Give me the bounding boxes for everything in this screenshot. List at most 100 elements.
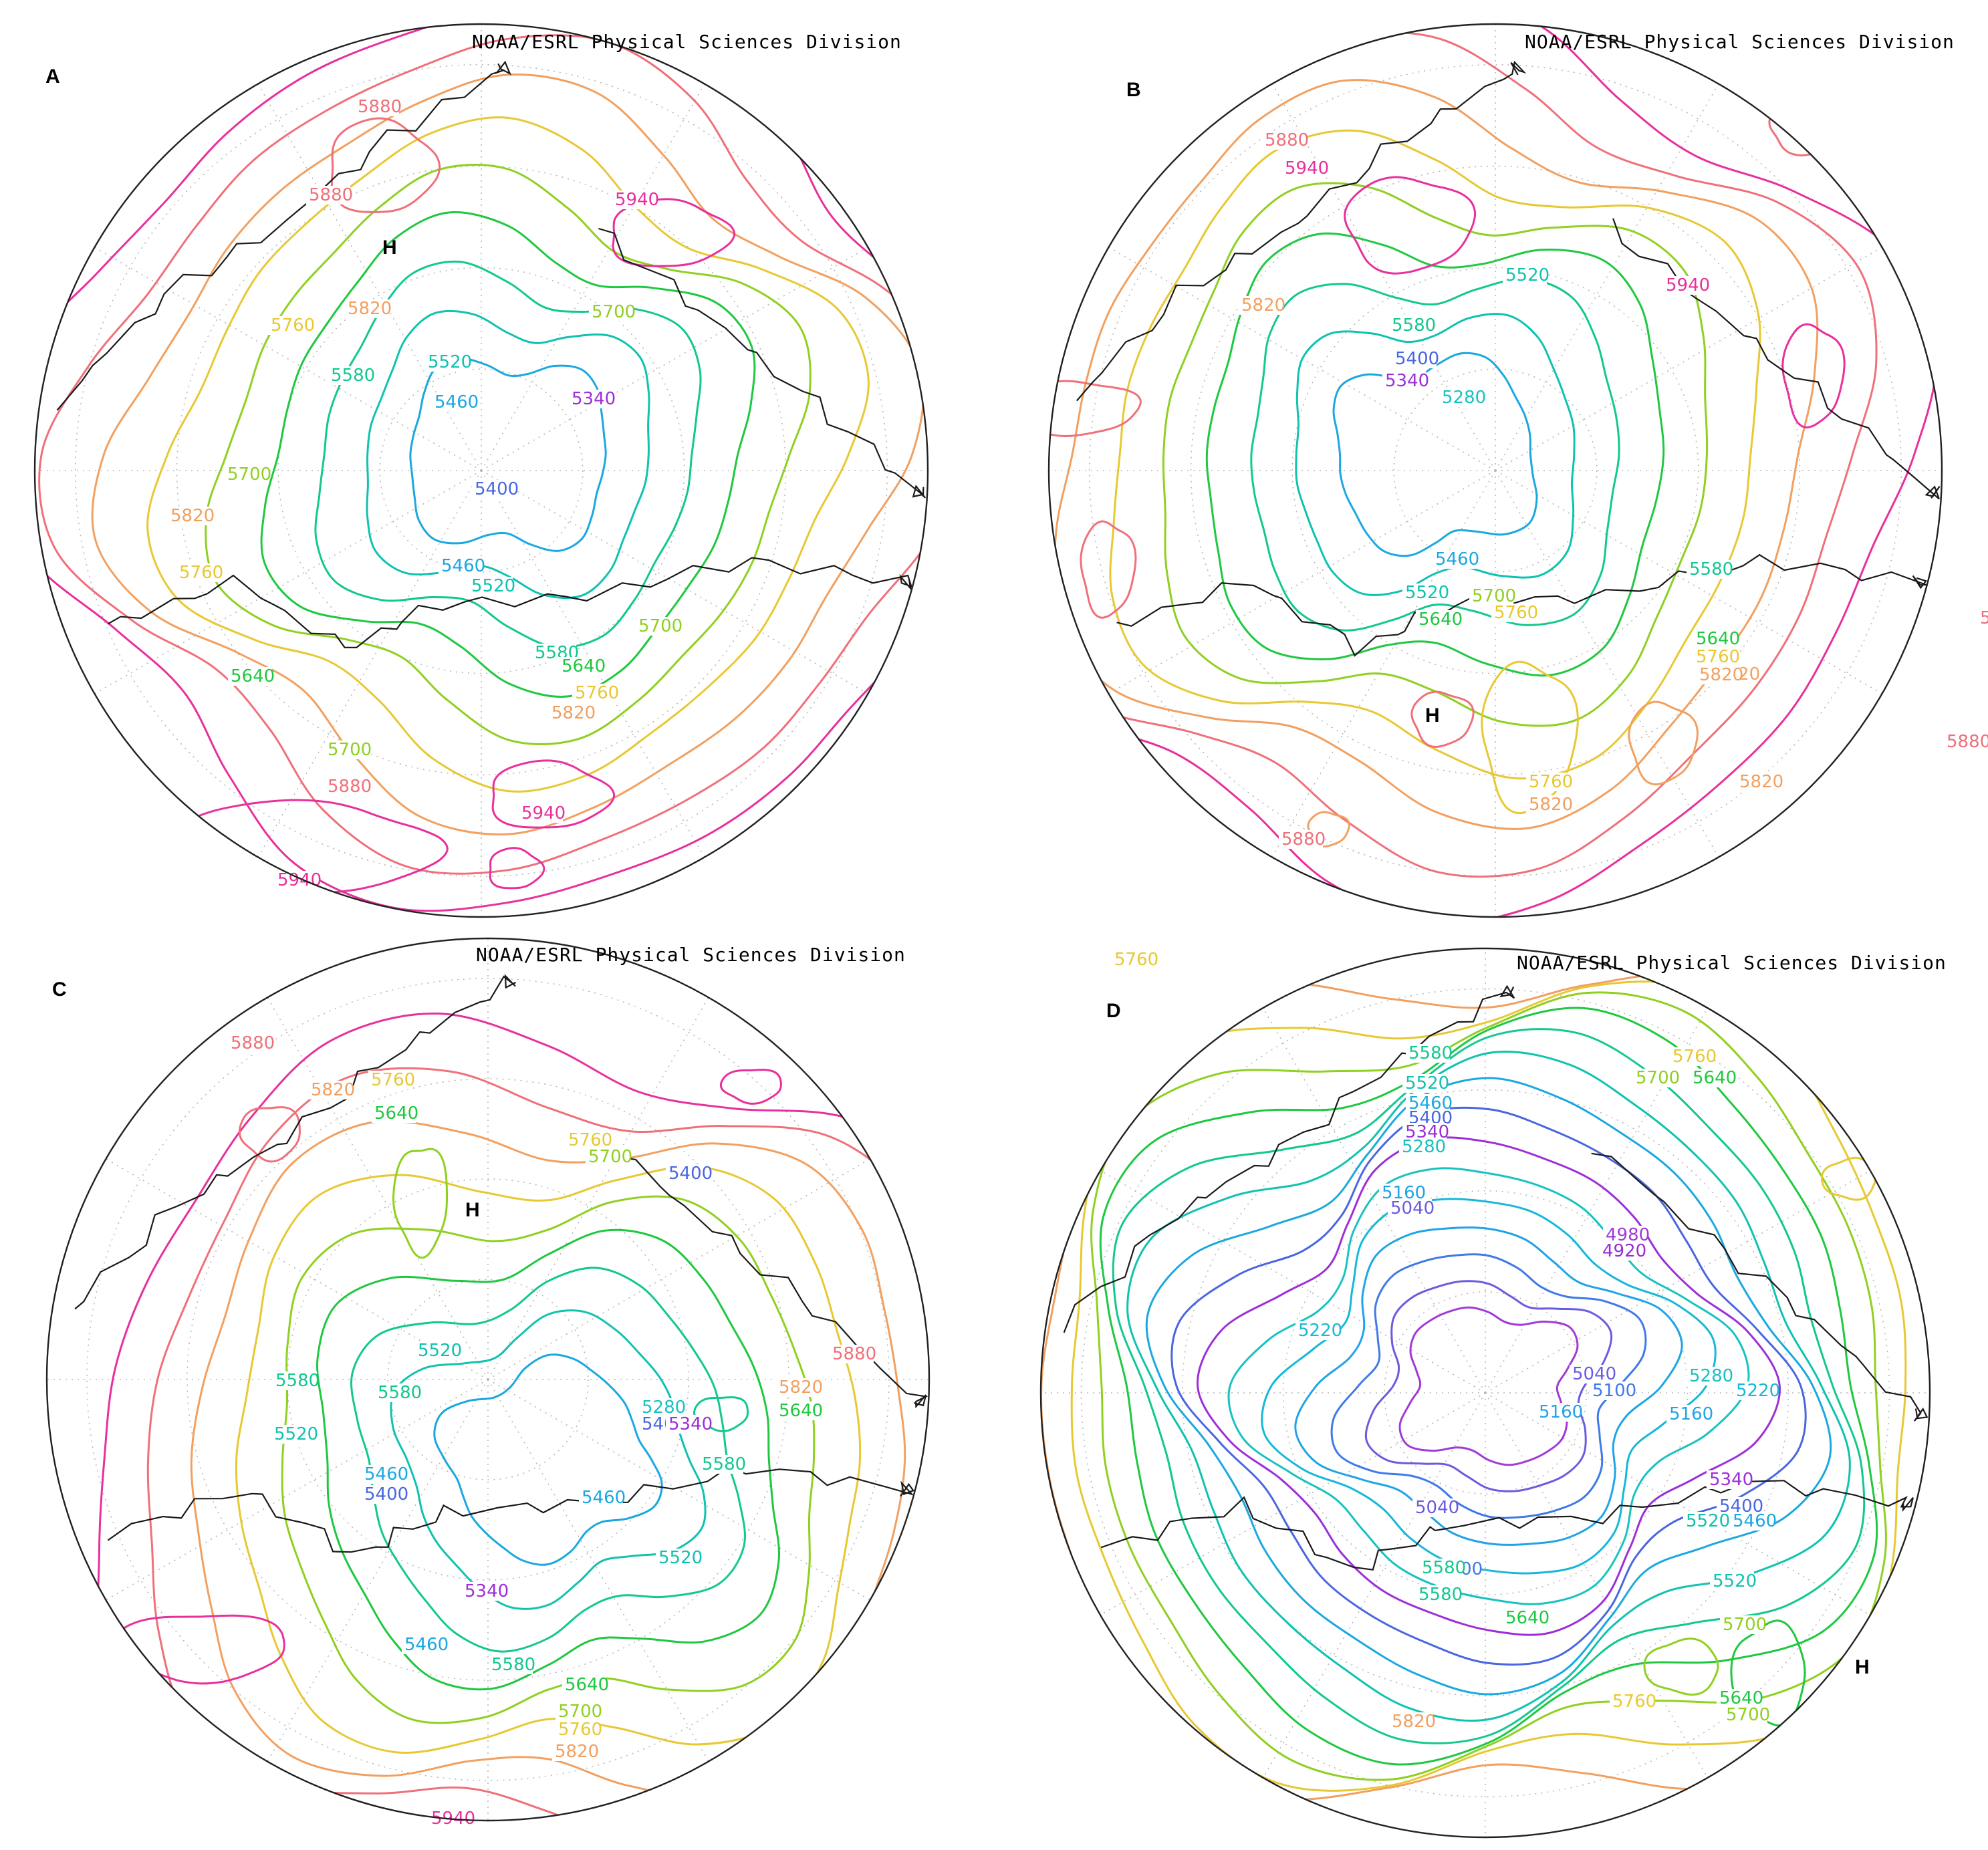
contour-label: 5760	[575, 683, 619, 703]
meridian-line	[481, 247, 868, 471]
label-backing	[589, 303, 633, 321]
contour-line	[205, 163, 812, 746]
contour-line	[1126, 1051, 1851, 1722]
contour-label: 5520	[1713, 1571, 1757, 1591]
label-backing	[368, 1071, 412, 1089]
contour-label: 5640	[779, 1401, 823, 1421]
meridian-line	[1495, 470, 1882, 694]
label-backing	[1977, 609, 1988, 628]
contour-label: 5460	[441, 556, 485, 576]
contour-label: 5340	[1385, 371, 1429, 391]
contour-label: 5940	[615, 190, 659, 210]
contour-line	[91, 74, 925, 835]
contour-label: 5520	[418, 1341, 462, 1361]
label-backing	[656, 1549, 700, 1567]
contour-label: 5760	[1672, 1047, 1717, 1067]
label-backing	[1279, 830, 1323, 849]
contour-label: 5460	[582, 1488, 626, 1508]
meridian-line	[487, 1379, 709, 1762]
map-boundary	[1039, 947, 1931, 1839]
label-backing	[1503, 266, 1547, 285]
contour-label: 5640	[231, 666, 275, 686]
credit-text: NOAA/ESRL Physical Sciences Division	[476, 944, 906, 966]
contour-label: 5820	[170, 506, 215, 526]
graticule	[35, 24, 928, 917]
label-backing	[1666, 1405, 1711, 1424]
contour-label: 5820	[1739, 772, 1783, 792]
coastline	[107, 557, 913, 649]
contour-label: 5880	[1265, 130, 1309, 150]
label-backing	[273, 1371, 317, 1390]
label-backing	[355, 98, 399, 116]
contour-label: 5580	[275, 1371, 320, 1391]
latitude-circle	[379, 368, 584, 573]
credit-text: NOAA/ESRL Physical Sciences Division	[1517, 952, 1947, 974]
graticule	[1049, 24, 1942, 917]
label-backing	[1402, 1074, 1447, 1093]
contour-label: 5880	[231, 1033, 275, 1053]
contour-label: 5640	[1418, 610, 1463, 630]
label-backing	[519, 804, 563, 823]
coastline	[1591, 1152, 1929, 1422]
label-backing	[569, 390, 613, 408]
label-backing	[1491, 604, 1535, 622]
contour-label: 5100	[1592, 1381, 1636, 1401]
contour-cell	[1307, 811, 1351, 848]
contour-cell	[1049, 380, 1142, 437]
contour-label: 5640	[1693, 1068, 1737, 1088]
contour-label: 5640	[374, 1103, 418, 1124]
label-backing	[328, 366, 372, 385]
contour-line	[190, 1119, 906, 1800]
label-backing	[1526, 773, 1570, 791]
graticule	[1041, 948, 1930, 1837]
contour-line	[260, 211, 756, 698]
contour-line	[1145, 1077, 1832, 1696]
contour-label: 5700	[592, 302, 636, 322]
label-backing	[1670, 1047, 1714, 1066]
contour-line	[1205, 232, 1665, 677]
contour-label: 5700	[1472, 586, 1516, 606]
contour-label: 5400	[1395, 349, 1439, 369]
map-boundary	[1047, 23, 1943, 918]
label-backing	[306, 186, 350, 205]
map-content	[35, 24, 928, 917]
label-backing	[639, 1398, 683, 1417]
label-backing	[1687, 560, 1731, 579]
contour-label: 5940	[277, 870, 322, 890]
contour-label: 5940	[521, 803, 566, 823]
latitude-circle	[1088, 63, 1902, 878]
contour-label: 5340	[668, 1414, 713, 1434]
meridian-line	[257, 470, 482, 857]
contour-lines	[96, 1012, 929, 1821]
contour-label: 5280	[642, 1398, 686, 1418]
contour-line	[35, 24, 928, 912]
contour-line	[1364, 1280, 1613, 1492]
label-backing	[1720, 1615, 1764, 1634]
label-backing	[1723, 1706, 1767, 1724]
coastlines	[56, 60, 926, 649]
contour-label: 5880	[358, 97, 402, 117]
label-backing	[1697, 666, 1741, 684]
latitude-circle	[176, 165, 787, 776]
contour-label: 4920	[1602, 1241, 1646, 1261]
meridian-line	[487, 1158, 870, 1380]
label-backing	[559, 657, 603, 676]
label-backing	[325, 741, 369, 759]
contour-label: 5340	[572, 389, 616, 409]
label-backing	[469, 577, 513, 596]
label-backing	[225, 465, 269, 484]
contour-label: 5700	[1726, 1705, 1770, 1725]
contour-line	[409, 357, 607, 552]
contour-label: 5700	[1723, 1615, 1767, 1635]
latitude-circle	[387, 1279, 589, 1480]
meridian-line	[94, 247, 482, 471]
contour-label: 5820	[555, 1742, 599, 1762]
contour-label: 5160	[1539, 1402, 1583, 1422]
contour-line	[1090, 991, 1887, 1781]
label-backing	[372, 1104, 416, 1123]
contour-label: 5640	[562, 656, 606, 676]
label-backing	[1710, 1572, 1754, 1591]
label-backing	[1433, 550, 1477, 569]
meridian-line	[94, 470, 482, 694]
contour-label: 5700	[558, 1702, 602, 1722]
